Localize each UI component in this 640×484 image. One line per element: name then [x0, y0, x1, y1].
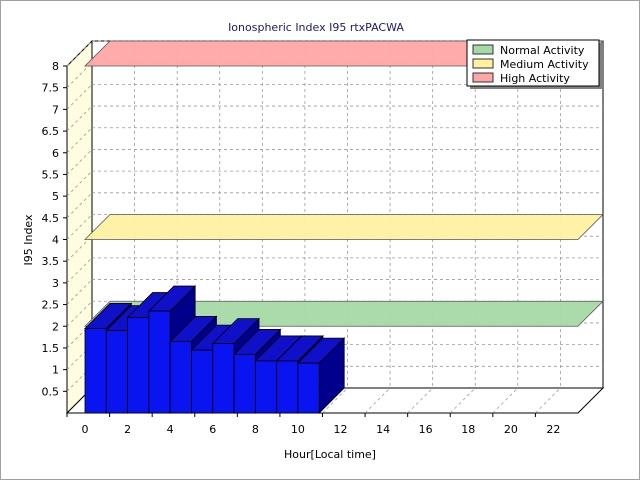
bar-front [297, 362, 320, 414]
y-tick-label: 4.5 [42, 212, 60, 225]
bar-front [191, 349, 214, 414]
bar-front [148, 310, 171, 414]
x-tick-label: 10 [291, 423, 305, 436]
legend-swatch [472, 72, 494, 83]
y-tick-label: 5 [52, 190, 59, 203]
bar-front [254, 360, 278, 414]
x-tick-label: 2 [124, 423, 131, 436]
bar-front [127, 317, 150, 414]
x-tick-label: 14 [376, 423, 390, 436]
band-1 [84, 214, 604, 240]
bar-front [276, 360, 299, 414]
y-tick-label: 3 [52, 277, 59, 290]
bar [296, 337, 346, 414]
chart-title: Ionospheric Index I95 rtxPACWA [228, 21, 404, 34]
bar-front [105, 330, 128, 414]
legend-entry: Normal Activity [500, 44, 585, 57]
legend-swatch [472, 58, 494, 69]
x-tick-label: 20 [504, 423, 518, 436]
y-tick-label: 2.5 [42, 299, 60, 312]
bar-front [169, 341, 192, 414]
y-tick-label: 8 [52, 60, 59, 73]
x-tick-label: 16 [419, 423, 433, 436]
bar-front [84, 328, 107, 414]
plot-area: 0.5 1 1.5 2 2.5 3 3.5 4 4.5 5 5.5 6 6.5 7 7.5 8 0 2 4 6 8 10 1… [42, 39, 605, 436]
x-axis-label: Hour[Local time] [284, 448, 376, 461]
x-tick-label: 18 [461, 423, 475, 436]
y-tick-label: 0.5 [42, 385, 60, 398]
y-axis-label: I95 Index [22, 214, 35, 266]
y-tick-label: 4 [52, 234, 59, 247]
bar-front [233, 354, 256, 414]
y-tick-label: 5.5 [42, 168, 60, 181]
y-tick-label: 2 [52, 320, 59, 333]
y-tick-label: 1 [52, 364, 59, 377]
legend-entry: Medium Activity [500, 58, 589, 71]
y-tick-label: 7.5 [42, 82, 60, 95]
y-tick-label: 7 [52, 103, 59, 116]
x-tick-label: 0 [82, 423, 89, 436]
y-tick-label: 1.5 [42, 342, 60, 355]
y-tick-label: 6.5 [42, 125, 60, 138]
x-tick-label: 22 [546, 423, 560, 436]
x-tick-label: 8 [252, 423, 259, 436]
legend-entry: High Activity [500, 72, 570, 85]
bar-front [212, 343, 235, 414]
x-tick-label: 4 [167, 423, 174, 436]
x-tick-label: 6 [209, 423, 216, 436]
x-tick-label: 12 [334, 423, 348, 436]
legend-swatch [472, 44, 494, 55]
y-tick-label: 6 [52, 147, 59, 160]
y-tick-label: 3.5 [42, 255, 60, 268]
